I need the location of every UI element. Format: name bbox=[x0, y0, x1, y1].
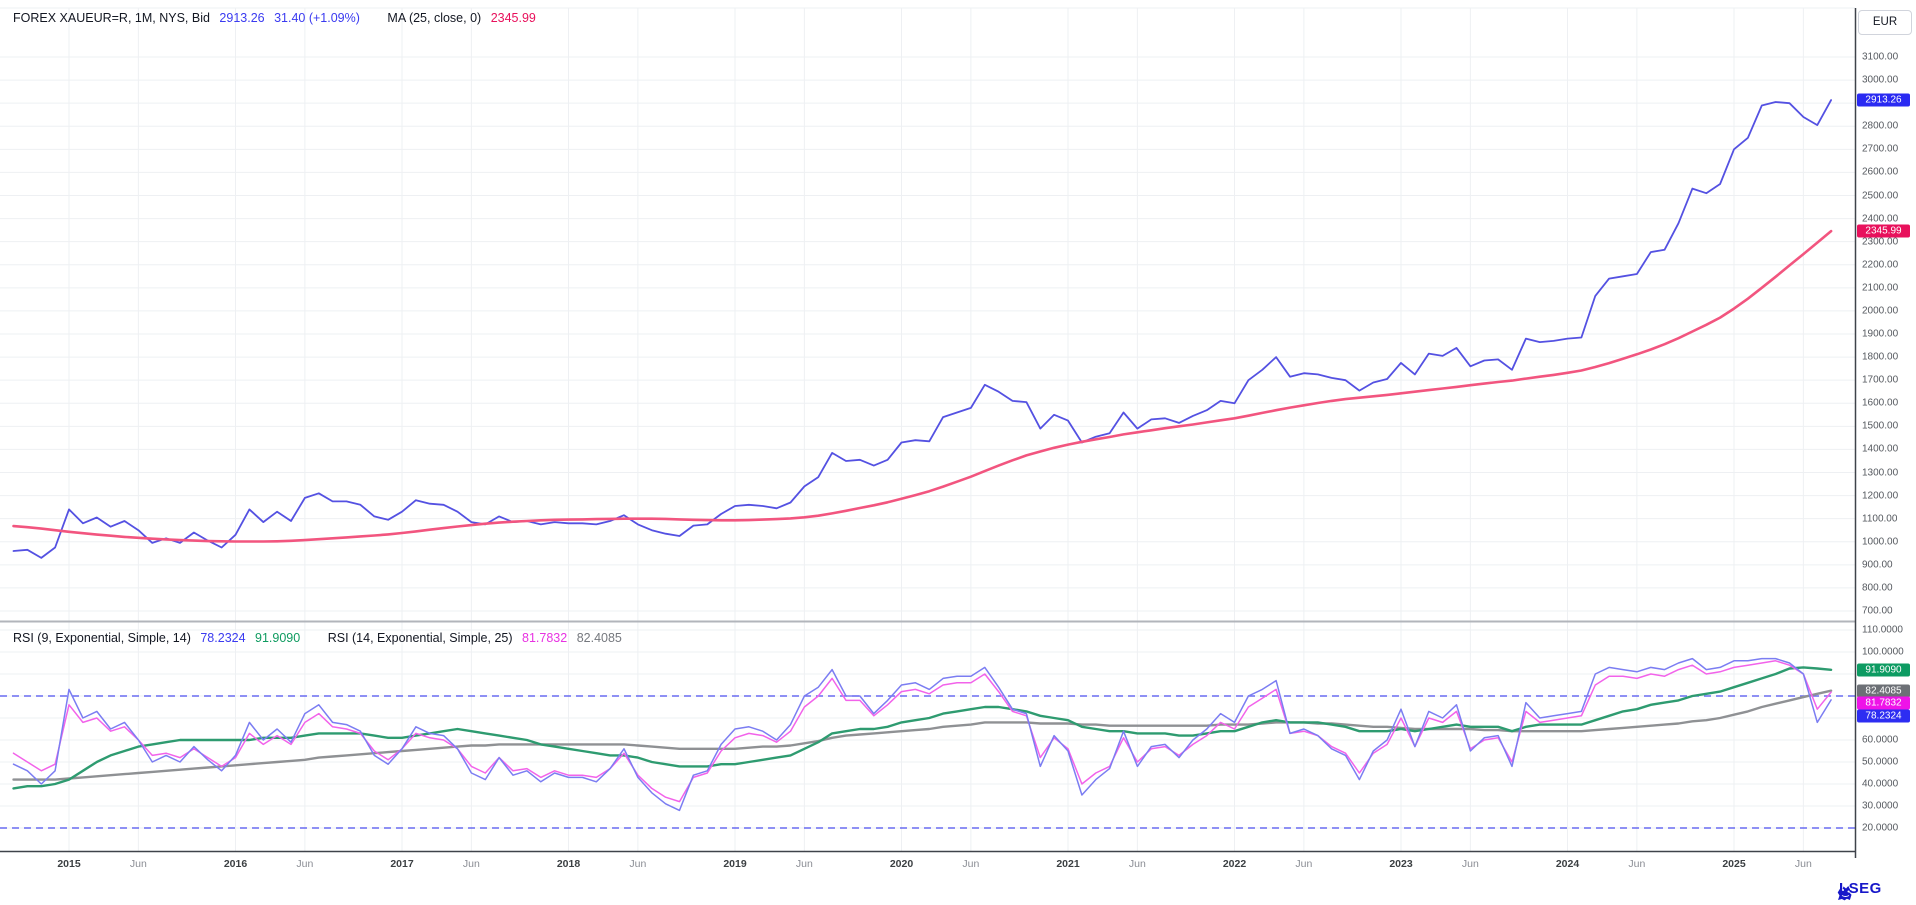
rsi-tick-label: 50.0000 bbox=[1862, 756, 1899, 768]
price-tick-label: 3000.00 bbox=[1862, 74, 1899, 86]
x-axis-label: Jun bbox=[795, 858, 813, 870]
rsi-tick-label: 100.0000 bbox=[1862, 646, 1904, 658]
price-tick-label: 1600.00 bbox=[1862, 397, 1899, 409]
rsi-line-2 bbox=[12, 660, 1832, 803]
price-badge: 2345.99 bbox=[1857, 224, 1910, 238]
rsi-line-3 bbox=[12, 657, 1832, 812]
price-tick-label: 2500.00 bbox=[1862, 190, 1899, 201]
x-axis-label: Jun bbox=[129, 858, 147, 870]
price-tick-label: 2600.00 bbox=[1862, 166, 1899, 178]
x-axis-label: 2016 bbox=[223, 858, 248, 870]
rsi-badge: 78.2324 bbox=[1857, 709, 1910, 723]
symbol-description: FOREX XAUEUR=R, 1M, NYS, Bid bbox=[13, 11, 210, 25]
rsi-line-0 bbox=[12, 689, 1833, 781]
x-axis-label: 2021 bbox=[1056, 858, 1080, 870]
rsi2-value: 81.7832 bbox=[522, 631, 568, 645]
price-tick-label: 1300.00 bbox=[1862, 467, 1899, 478]
price-tick-label: 2100.00 bbox=[1862, 282, 1899, 294]
price-tick-label: 1200.00 bbox=[1862, 490, 1899, 502]
x-axis-label: Jun bbox=[1794, 858, 1812, 870]
price-tick-label: 800.00 bbox=[1862, 582, 1893, 594]
x-axis-label: Jun bbox=[962, 858, 980, 870]
rsi1-signal-value: 91.9090 bbox=[255, 631, 301, 645]
x-axis-label: 2018 bbox=[556, 858, 581, 870]
lseg-crest-icon bbox=[1837, 886, 1852, 901]
rsi-badge: 81.7832 bbox=[1857, 696, 1910, 710]
currency-unit-button[interactable]: EUR bbox=[1858, 10, 1912, 35]
x-axis-label: 2015 bbox=[57, 858, 81, 870]
x-axis-label: Jun bbox=[1628, 858, 1646, 870]
price-line bbox=[12, 99, 1832, 559]
lseg-logo: LSEG bbox=[1835, 880, 1882, 901]
rsi2-signal-value: 82.4085 bbox=[576, 631, 622, 645]
x-axis-label: Jun bbox=[1128, 858, 1146, 870]
price-tick-label: 1800.00 bbox=[1862, 351, 1899, 363]
ma-indicator-label: MA (25, close, 0) bbox=[387, 11, 482, 25]
x-axis-label: 2022 bbox=[1222, 858, 1247, 870]
x-axis-label: 2024 bbox=[1555, 858, 1580, 870]
price-tick-label: 1500.00 bbox=[1862, 420, 1899, 432]
x-axis-label: 2023 bbox=[1389, 858, 1413, 870]
rsi-tick-label: 20.0000 bbox=[1862, 822, 1899, 834]
rsi-line-1 bbox=[12, 666, 1833, 790]
price-tick-label: 1400.00 bbox=[1862, 443, 1899, 455]
price-tick-label: 1100.00 bbox=[1862, 513, 1898, 525]
price-badge: 2913.26 bbox=[1857, 93, 1910, 107]
x-axis-label: 2019 bbox=[723, 858, 747, 870]
rsi-badge: 82.4085 bbox=[1857, 684, 1910, 698]
rsi-tick-label: 60.0000 bbox=[1862, 734, 1899, 746]
rsi-badge: 91.9090 bbox=[1857, 663, 1910, 677]
ma-indicator-value: 2345.99 bbox=[490, 11, 536, 25]
rsi-tick-label: 110.0000 bbox=[1862, 624, 1903, 636]
price-tick-label: 2400.00 bbox=[1862, 213, 1899, 225]
price-tick-label: 1900.00 bbox=[1862, 328, 1899, 340]
rsi-pane-legend[interactable]: RSI (9, Exponential, Simple, 14) 78.2324… bbox=[13, 631, 628, 645]
bid-price-value: 2913.26 bbox=[219, 11, 265, 25]
price-change-value: 31.40 (+1.09%) bbox=[274, 11, 360, 25]
x-axis-label: Jun bbox=[629, 858, 647, 870]
price-tick-label: 2000.00 bbox=[1862, 305, 1899, 317]
x-axis-label: Jun bbox=[462, 858, 480, 870]
price-tick-label: 1000.00 bbox=[1862, 536, 1899, 548]
rsi1-label: RSI (9, Exponential, Simple, 14) bbox=[13, 631, 191, 645]
price-tick-label: 900.00 bbox=[1862, 559, 1893, 571]
price-tick-label: 2700.00 bbox=[1862, 143, 1899, 155]
x-axis-label: 2017 bbox=[390, 858, 414, 870]
x-axis-label: Jun bbox=[1461, 858, 1479, 870]
rsi2-label: RSI (14, Exponential, Simple, 25) bbox=[327, 631, 513, 645]
x-axis-label: Jun bbox=[1295, 858, 1313, 870]
price-tick-label: 3100.00 bbox=[1862, 51, 1899, 63]
price-tick-label: 2200.00 bbox=[1862, 259, 1899, 271]
price-tick-label: 2800.00 bbox=[1862, 120, 1899, 132]
rsi-tick-label: 30.0000 bbox=[1862, 800, 1899, 812]
price-tick-label: 2300.00 bbox=[1862, 236, 1899, 248]
price-tick-label: 700.00 bbox=[1862, 605, 1893, 617]
x-axis-label: 2020 bbox=[889, 858, 914, 870]
price-pane-legend[interactable]: FOREX XAUEUR=R, 1M, NYS, Bid 2913.26 31.… bbox=[13, 11, 542, 25]
price-tick-label: 1700.00 bbox=[1862, 374, 1899, 386]
rsi-tick-label: 40.0000 bbox=[1862, 778, 1899, 790]
x-axis-label: Jun bbox=[296, 858, 314, 870]
x-axis-label: 2025 bbox=[1722, 858, 1746, 870]
rsi1-value: 78.2324 bbox=[200, 631, 246, 645]
ma-line bbox=[12, 229, 1833, 543]
